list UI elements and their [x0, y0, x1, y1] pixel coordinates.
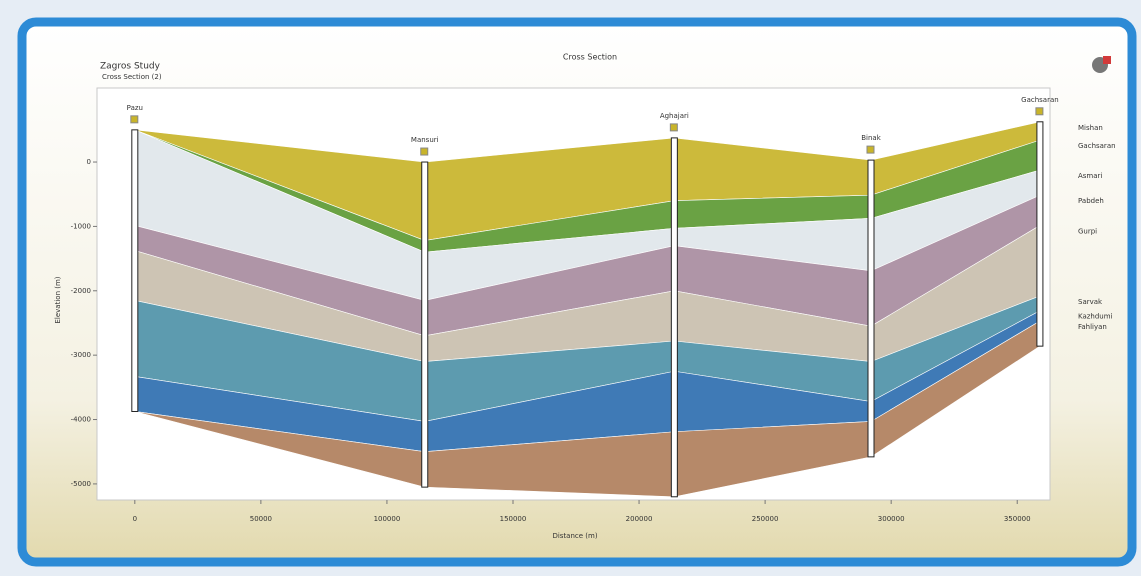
view-name: Cross Section (2) — [102, 73, 162, 81]
x-tick-label: 100000 — [374, 515, 401, 523]
x-tick-label: 300000 — [878, 515, 905, 523]
formation-label: Fahliyan — [1078, 323, 1107, 331]
x-tick-label: 0 — [133, 515, 137, 523]
y-tick-label: -4000 — [71, 416, 91, 424]
y-tick-label: -1000 — [71, 222, 91, 230]
formation-label: Gachsaran — [1078, 142, 1116, 150]
formation-label: Kazhdumi — [1078, 313, 1113, 321]
x-tick-label: 200000 — [626, 515, 653, 523]
well-name: Pazu — [127, 104, 143, 112]
project-name: Zagros Study — [100, 62, 161, 72]
well-name: Gachsaran — [1021, 96, 1059, 104]
x-tick-label: 50000 — [250, 515, 272, 523]
well-bore — [422, 162, 428, 487]
screen: Cross Section Zagros Study Cross Section… — [0, 0, 1141, 572]
well-marker — [421, 148, 428, 155]
formation-label: Asmari — [1078, 172, 1102, 180]
y-tick-label: -5000 — [71, 480, 91, 488]
well-name: Binak — [861, 134, 881, 142]
formation-label: Pabdeh — [1078, 197, 1104, 205]
y-tick-label: -2000 — [71, 287, 91, 295]
well-marker — [867, 146, 874, 153]
app-icon-flag — [1103, 56, 1111, 64]
x-tick-label: 150000 — [500, 515, 527, 523]
formation-label: Gurpi — [1078, 227, 1097, 235]
formation-label: Sarvak — [1078, 298, 1103, 306]
y-tick-label: 0 — [87, 158, 91, 166]
well-name: Aghajari — [660, 112, 689, 120]
well-name: Mansuri — [411, 136, 439, 144]
x-axis-label: Distance (m) — [552, 532, 597, 540]
y-axis-label: Elevation (m) — [54, 276, 62, 323]
chart-title: Cross Section — [563, 53, 617, 62]
well-marker — [670, 124, 677, 131]
well-bore — [1037, 122, 1043, 346]
x-tick-label: 250000 — [752, 515, 779, 523]
well-bore — [132, 130, 138, 412]
formation-label: Mishan — [1078, 124, 1103, 132]
x-tick-label: 350000 — [1004, 515, 1031, 523]
y-tick-label: -3000 — [71, 351, 91, 359]
well-bore — [868, 160, 874, 457]
well-marker — [1036, 108, 1043, 115]
well-bore — [671, 138, 677, 497]
well-marker — [131, 116, 138, 123]
